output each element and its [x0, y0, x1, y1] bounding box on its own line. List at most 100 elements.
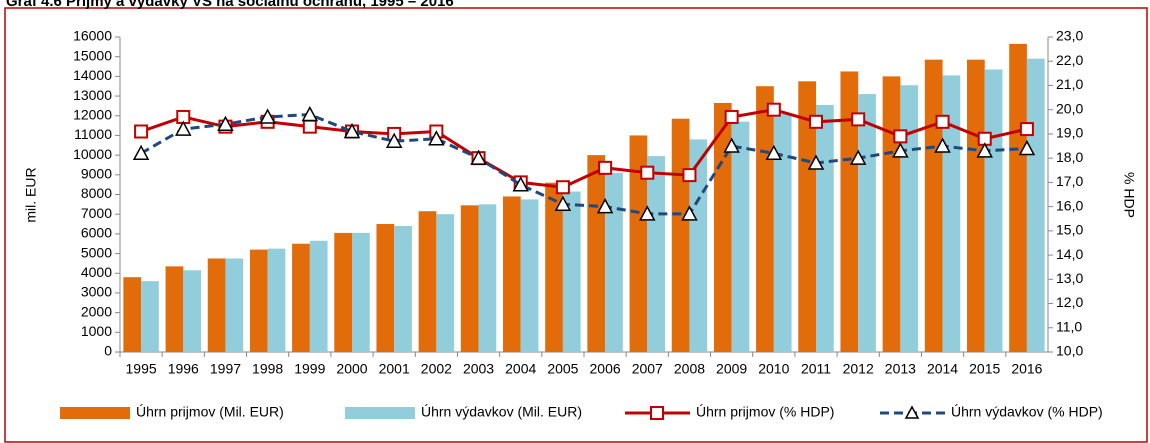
marker [512, 176, 529, 192]
x-tick-label: 2012 [843, 361, 874, 377]
bar [605, 172, 623, 352]
y-tick-label: 2000 [81, 303, 112, 319]
y-tick-label: 6000 [81, 225, 112, 241]
bar [587, 155, 606, 352]
bar [418, 211, 437, 352]
y-tick-label: 3000 [81, 284, 112, 300]
marker [470, 149, 487, 165]
y-tick-label: 14000 [73, 67, 112, 83]
line [140, 113, 1027, 216]
frame [4, 7, 1148, 443]
x-tick-label: 2011 [801, 361, 831, 377]
y-tick-label: 7000 [81, 205, 112, 221]
marker [385, 132, 403, 148]
x-tick-label: 2007 [632, 361, 663, 377]
marker [893, 129, 908, 144]
bar [1026, 58, 1045, 352]
x-tick-label: 2008 [674, 361, 705, 377]
legend-swatch [345, 407, 415, 419]
bar [924, 59, 943, 352]
x-tick-label: 2002 [421, 361, 452, 377]
bar [503, 196, 521, 352]
bar [562, 191, 581, 352]
bar [967, 59, 985, 352]
bar [840, 71, 859, 352]
marker [851, 112, 866, 127]
marker [892, 142, 909, 158]
bar [900, 85, 919, 352]
y-tick-label: 1000 [81, 323, 112, 339]
y2-tick-label: 12,0 [1056, 294, 1083, 310]
bar [756, 86, 774, 352]
marker [849, 149, 867, 165]
marker [302, 119, 317, 134]
bar [671, 118, 690, 352]
marker [1019, 122, 1034, 137]
bar [309, 240, 328, 352]
bar [141, 281, 159, 352]
legend-marker [904, 405, 920, 419]
marker [807, 154, 825, 170]
legend-label: Úhrn prijmov (Mil. EUR) [136, 404, 284, 420]
y-tick-label: 11000 [74, 126, 112, 142]
y2-tick-label: 10,0 [1056, 343, 1083, 359]
x-tick-label: 2010 [758, 361, 789, 377]
y-tick-label: 0 [104, 343, 112, 359]
y2-tick-label: 23,0 [1056, 28, 1083, 44]
x-tick-label: 2014 [927, 361, 958, 377]
x-tick-label: 2000 [336, 361, 367, 377]
x-tick-label: 2015 [969, 361, 1000, 377]
bar [292, 243, 310, 352]
y2-axis-label: % HDP [1121, 172, 1137, 218]
marker [723, 137, 740, 153]
y-tick-label: 9000 [81, 166, 112, 182]
bar [942, 75, 961, 352]
x-tick-label: 2013 [885, 361, 916, 377]
y2-tick-label: 19,0 [1056, 125, 1083, 141]
y-axis-label: mil. EUR [23, 167, 39, 222]
bar [249, 249, 268, 352]
marker [809, 114, 823, 129]
marker [934, 137, 951, 153]
marker [766, 102, 781, 117]
y-tick-label: 5000 [81, 244, 112, 260]
y2-tick-label: 15,0 [1056, 222, 1083, 238]
marker [555, 180, 570, 195]
y2-tick-label: 16,0 [1056, 197, 1083, 213]
x-tick-label: 1998 [252, 361, 283, 377]
x-tick-label: 1999 [294, 361, 325, 377]
x-tick-label: 2016 [1011, 361, 1042, 377]
marker [682, 168, 697, 183]
x-tick-label: 2006 [590, 361, 621, 377]
y2-tick-label: 14,0 [1056, 246, 1083, 262]
marker [639, 205, 656, 221]
bar [773, 113, 792, 352]
marker [935, 114, 950, 129]
bar [165, 266, 184, 352]
bar [713, 102, 732, 352]
y2-tick-label: 22,0 [1056, 52, 1083, 68]
y-tick-label: 16000 [73, 28, 112, 44]
bar [647, 156, 665, 352]
y2-tick-label: 11,0 [1056, 318, 1082, 334]
bar [394, 226, 412, 352]
legend-label: Úhrn výdavkov (% HDP) [951, 404, 1103, 420]
y2-tick-label: 18,0 [1056, 149, 1083, 165]
y-tick-label: 15000 [73, 47, 112, 63]
bar [545, 182, 563, 352]
bar [858, 94, 876, 352]
x-tick-label: 2003 [463, 361, 494, 377]
bar [183, 270, 201, 352]
x-tick-label: 2005 [547, 361, 578, 377]
x-tick-label: 2001 [379, 361, 410, 377]
marker [217, 115, 234, 131]
bar [123, 277, 142, 352]
legend-label: Úhrn prijmov (% HDP) [696, 404, 834, 420]
y2-tick-label: 17,0 [1056, 173, 1083, 189]
y-tick-label: 4000 [81, 264, 112, 280]
bar [520, 199, 539, 352]
y2-tick-label: 13,0 [1056, 270, 1083, 286]
bar [731, 121, 750, 352]
x-tick-label: 2009 [716, 361, 747, 377]
